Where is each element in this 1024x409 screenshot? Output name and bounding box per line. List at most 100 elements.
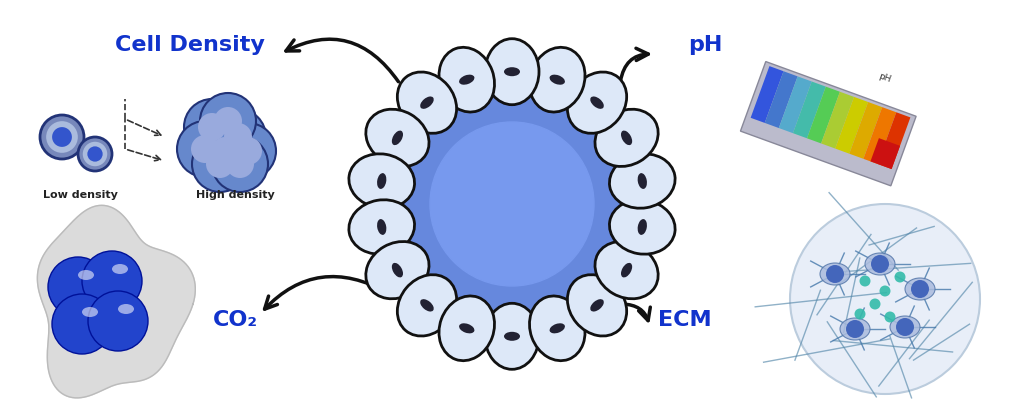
Ellipse shape — [439, 296, 495, 361]
Ellipse shape — [459, 324, 474, 334]
Ellipse shape — [550, 324, 565, 334]
Circle shape — [869, 299, 881, 310]
Bar — [740, 63, 916, 187]
Ellipse shape — [595, 242, 658, 299]
Text: High density: High density — [196, 189, 274, 200]
Circle shape — [206, 151, 234, 179]
Ellipse shape — [459, 75, 474, 85]
Circle shape — [387, 80, 637, 329]
Circle shape — [234, 138, 262, 166]
Circle shape — [40, 116, 84, 160]
Circle shape — [880, 286, 891, 297]
Bar — [863, 108, 896, 164]
Circle shape — [46, 122, 78, 153]
Circle shape — [87, 147, 102, 162]
Ellipse shape — [504, 332, 520, 341]
Circle shape — [214, 108, 242, 136]
Bar — [878, 113, 910, 170]
Circle shape — [846, 320, 864, 338]
Ellipse shape — [118, 304, 134, 314]
Circle shape — [430, 123, 594, 286]
Circle shape — [191, 136, 219, 164]
Ellipse shape — [609, 155, 675, 209]
Circle shape — [198, 114, 226, 142]
Circle shape — [82, 252, 142, 311]
Ellipse shape — [112, 264, 128, 274]
Text: pH: pH — [878, 72, 892, 84]
Circle shape — [83, 142, 108, 167]
Bar — [849, 103, 883, 160]
Text: Low density: Low density — [43, 189, 118, 200]
Ellipse shape — [420, 97, 434, 110]
Bar — [793, 82, 825, 139]
Circle shape — [871, 255, 889, 273]
Ellipse shape — [621, 263, 632, 278]
Ellipse shape — [504, 68, 520, 77]
Bar — [779, 77, 812, 134]
Ellipse shape — [638, 174, 647, 189]
Circle shape — [790, 204, 980, 394]
Circle shape — [52, 294, 112, 354]
Ellipse shape — [397, 275, 457, 336]
Circle shape — [402, 95, 622, 314]
Text: pH: pH — [688, 35, 722, 55]
Circle shape — [211, 138, 239, 166]
Ellipse shape — [485, 303, 539, 369]
Circle shape — [52, 128, 72, 148]
Circle shape — [226, 151, 254, 179]
Bar — [751, 67, 783, 124]
Circle shape — [854, 309, 865, 320]
Ellipse shape — [377, 174, 386, 189]
Ellipse shape — [529, 48, 585, 113]
Ellipse shape — [905, 278, 935, 300]
Ellipse shape — [550, 75, 565, 85]
Ellipse shape — [865, 254, 895, 275]
Ellipse shape — [439, 48, 495, 113]
Ellipse shape — [397, 73, 457, 134]
Circle shape — [88, 291, 148, 351]
Ellipse shape — [595, 110, 658, 167]
Ellipse shape — [567, 275, 627, 336]
Circle shape — [367, 60, 657, 349]
Circle shape — [177, 122, 233, 178]
Bar — [807, 88, 840, 144]
Ellipse shape — [392, 131, 403, 146]
Circle shape — [184, 100, 240, 155]
Ellipse shape — [366, 110, 429, 167]
Bar — [870, 139, 900, 170]
Ellipse shape — [82, 307, 98, 317]
Bar — [765, 72, 798, 129]
Circle shape — [193, 137, 248, 193]
Ellipse shape — [366, 242, 429, 299]
Circle shape — [48, 257, 108, 317]
Text: CO₂: CO₂ — [212, 309, 258, 329]
Ellipse shape — [621, 131, 632, 146]
Ellipse shape — [78, 270, 94, 280]
Text: Cell Density: Cell Density — [115, 35, 265, 55]
Ellipse shape — [420, 299, 434, 312]
Circle shape — [197, 124, 253, 180]
Circle shape — [220, 124, 276, 180]
Circle shape — [859, 276, 870, 287]
Ellipse shape — [840, 318, 870, 340]
Circle shape — [224, 124, 252, 152]
Ellipse shape — [590, 97, 604, 110]
Ellipse shape — [638, 220, 647, 235]
Ellipse shape — [609, 200, 675, 254]
Ellipse shape — [820, 263, 850, 285]
Circle shape — [885, 312, 896, 323]
Circle shape — [200, 94, 256, 150]
Ellipse shape — [590, 299, 604, 312]
Text: ECM: ECM — [658, 309, 712, 329]
Circle shape — [896, 318, 914, 336]
Circle shape — [826, 265, 844, 283]
Ellipse shape — [485, 40, 539, 106]
Polygon shape — [38, 206, 196, 398]
Circle shape — [911, 280, 929, 298]
Ellipse shape — [349, 155, 415, 209]
Ellipse shape — [349, 200, 415, 254]
Bar — [821, 92, 854, 149]
Ellipse shape — [567, 73, 627, 134]
Circle shape — [212, 137, 268, 193]
Ellipse shape — [392, 263, 403, 278]
